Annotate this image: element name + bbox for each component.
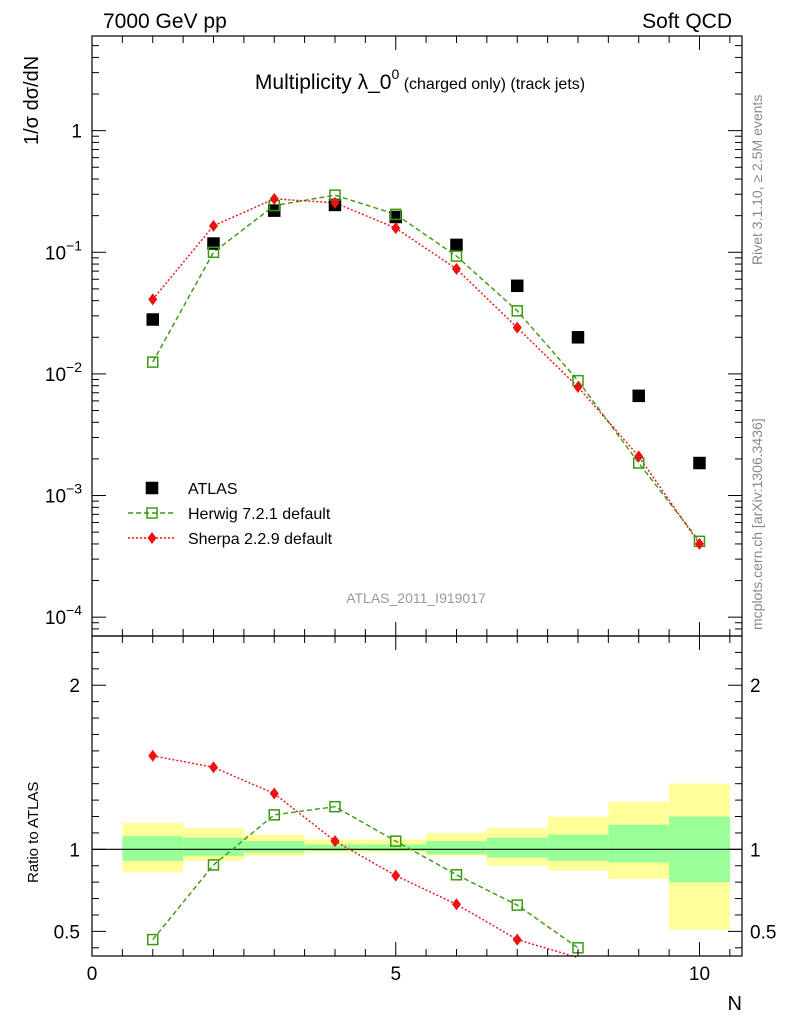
sherpa-ratio-point (208, 761, 218, 774)
y-tick-label: 10−3 (45, 481, 82, 508)
herwig-ratio-point (389, 835, 402, 847)
y-axis-label-ratio: Ratio to ATLAS (25, 782, 42, 883)
legend: ATLAS Herwig 7.2.1 default Sherpa 2.2.9 de… (128, 481, 333, 548)
sherpa-point (391, 222, 401, 235)
herwig-point (146, 356, 159, 368)
ratio-y-tick-label: 0.5 (54, 922, 80, 943)
stat-band (547, 834, 609, 861)
ratio-bands (122, 783, 730, 930)
stat-band (243, 841, 305, 853)
analysis-id: ATLAS_2011_I919017 (346, 590, 486, 606)
x-tick-label: 10 (689, 964, 710, 985)
sherpa-ratio-line (152, 755, 579, 959)
sherpa-point (634, 450, 644, 463)
atlas-point (693, 456, 706, 470)
legend-label: Sherpa 2.2.9 default (188, 531, 333, 548)
y-tick-label: 10−4 (45, 602, 82, 629)
tick-labels: 10−4 10−3 10−2 10−1 1 0.5 0.5 1 1 2 2 0 5 10 (45, 122, 777, 985)
sherpa-point (330, 196, 340, 209)
mcplots-label: mcplots.cern.ch [arXiv:1306.3436] (749, 418, 765, 630)
herwig-ratio-point (329, 800, 341, 813)
sherpa-ratio-point (269, 787, 279, 800)
herwig-ratio-line (152, 805, 579, 949)
ratio-series-lines (152, 755, 579, 959)
sherpa-point (269, 192, 279, 205)
ratio-y-tick-label-right: 0.5 (750, 922, 776, 943)
sherpa-ratio-point (330, 835, 340, 848)
chart-title: Multiplicity λ_00 (charged only) (track … (255, 66, 585, 94)
ratio-plot-frame (91, 635, 743, 957)
herwig-ratio-point (268, 809, 280, 821)
stat-band (608, 824, 670, 863)
herwig-point (207, 246, 220, 259)
ratio-y-tick-label-right: 1 (750, 840, 761, 861)
ratio-y-tick-label-right: 2 (750, 676, 761, 697)
sherpa-ratio-point (391, 869, 401, 882)
atlas-point (632, 389, 645, 403)
sherpa-ratio-point (512, 933, 522, 946)
sherpa-point (512, 321, 522, 334)
sherpa-point (694, 537, 704, 550)
stat-band (426, 841, 487, 855)
stat-band (183, 837, 244, 856)
sherpa-point (451, 262, 461, 275)
atlas-point (389, 210, 402, 224)
herwig-ratio-point (450, 869, 463, 881)
main-series-lines (152, 194, 701, 545)
legend-marker (146, 507, 158, 519)
legend-item: Herwig 7.2.1 default (128, 506, 331, 523)
legend-marker (147, 532, 157, 544)
sherpa-ratio-point (451, 898, 461, 911)
herwig-point (450, 250, 463, 262)
axis-ticks (91, 35, 742, 956)
atlas-point (207, 237, 220, 250)
legend-label: ATLAS (188, 481, 238, 498)
y-tick-label: 1 (71, 122, 82, 143)
x-tick-label: 0 (87, 964, 98, 985)
atlas-point (146, 313, 159, 326)
herwig-ratio-point (207, 859, 220, 871)
herwig-point (389, 208, 402, 221)
stat-band (365, 844, 427, 851)
ratio-y-tick-label: 1 (69, 840, 80, 861)
stat-band (486, 837, 548, 858)
y-axis-label-main: 1/σ dσ/dN (21, 56, 43, 145)
sherpa-point (573, 381, 583, 394)
ratio-y-tick-label: 2 (69, 676, 80, 697)
legend-item: ATLAS (145, 481, 238, 498)
main-series-markers (146, 189, 706, 550)
herwig-point (511, 305, 523, 317)
title-superscript: 0 (391, 66, 399, 82)
sherpa-point (208, 219, 218, 232)
rivet-label: Rivet 3.1.10, ≥ 2.5M events (749, 95, 765, 265)
atlas-point (450, 238, 463, 252)
legend-label: Herwig 7.2.1 default (188, 506, 331, 523)
legend-item: Sherpa 2.2.9 default (128, 531, 333, 548)
stat-band (304, 844, 366, 851)
x-axis-label: N (728, 993, 742, 1015)
sherpa-point (148, 293, 158, 306)
header-right: Soft QCD (642, 10, 732, 33)
herwig-ratio-point (146, 933, 159, 946)
stat-band (122, 836, 184, 861)
sherpa-line (152, 198, 701, 545)
atlas-point (510, 279, 524, 293)
legend-marker (145, 481, 159, 495)
ratio-series-markers (146, 749, 584, 954)
y-tick-label: 10−2 (45, 359, 82, 386)
y-tick-label: 10−1 (45, 237, 82, 264)
sherpa-ratio-point (148, 749, 158, 762)
herwig-ratio-point (511, 899, 523, 911)
atlas-point (571, 331, 585, 344)
title-suffix: (charged only) (track jets) (399, 76, 585, 93)
title-main: Multiplicity λ_0 (255, 71, 392, 94)
header-left: 7000 GeV pp (103, 10, 227, 33)
x-tick-label: 5 (390, 964, 401, 985)
